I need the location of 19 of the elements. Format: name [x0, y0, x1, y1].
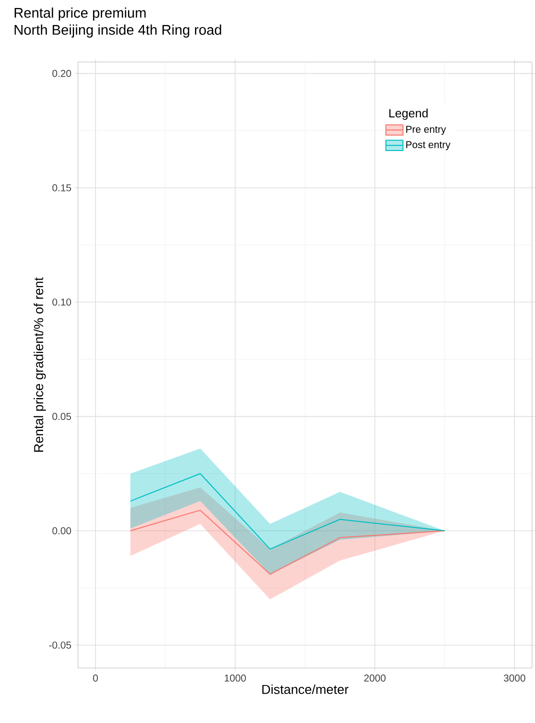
chart-title: Rental price premium — [14, 8, 146, 21]
y-tick-label: 0.00 — [52, 527, 72, 534]
y-tick-label: 0.10 — [52, 298, 72, 306]
y-axis-title: Rental price gradient/% of rent — [34, 277, 46, 452]
line-series — [130, 510, 446, 575]
x-tick-label: 1000 — [224, 674, 246, 682]
x-tick-label: 0 — [93, 674, 98, 682]
y-tick-label: 0.20 — [52, 70, 72, 77]
legend-title: Legend — [389, 108, 428, 120]
y-tick-label: -0.05 — [49, 642, 72, 649]
y-tick-label: 0.15 — [52, 184, 72, 192]
y-tick-label: 0.05 — [52, 412, 72, 420]
x-tick-label: 3000 — [504, 674, 526, 682]
legend-label: Pre entry — [406, 126, 446, 135]
line-series — [130, 473, 446, 550]
legend-label: Post entry — [406, 141, 450, 150]
x-tick-label: 2000 — [364, 674, 386, 682]
chart-subtitle: North Beijing inside 4th Ring road — [14, 24, 222, 38]
x-axis-title: Distance/meter — [262, 684, 348, 694]
